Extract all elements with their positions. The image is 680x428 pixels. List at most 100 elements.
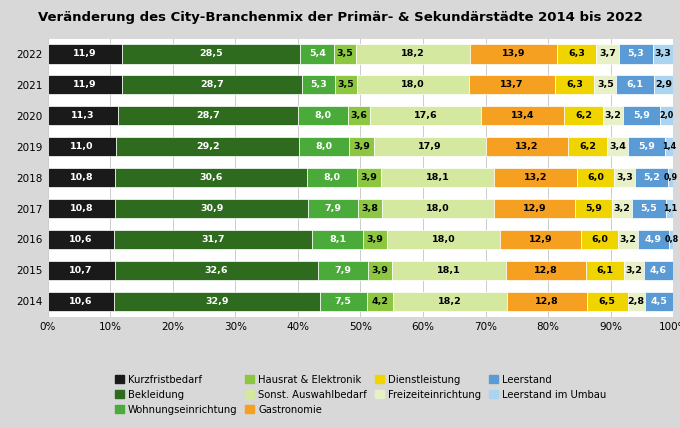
Bar bbox=[505, 261, 585, 280]
Bar bbox=[645, 292, 673, 311]
Text: 10,7: 10,7 bbox=[69, 266, 92, 275]
Text: 28,5: 28,5 bbox=[199, 50, 223, 59]
Text: 8,0: 8,0 bbox=[314, 111, 331, 120]
Text: 17,9: 17,9 bbox=[418, 142, 441, 151]
Text: 3,7: 3,7 bbox=[599, 50, 616, 59]
Text: 5,9: 5,9 bbox=[585, 204, 602, 213]
Bar bbox=[312, 230, 363, 249]
Bar bbox=[114, 292, 320, 311]
Text: 3,9: 3,9 bbox=[367, 235, 384, 244]
Text: 8,0: 8,0 bbox=[323, 173, 340, 182]
Text: 12,8: 12,8 bbox=[534, 266, 558, 275]
Text: 2,9: 2,9 bbox=[655, 80, 672, 89]
Bar bbox=[115, 199, 309, 218]
Text: 11,0: 11,0 bbox=[70, 142, 94, 151]
Bar bbox=[349, 137, 373, 156]
Text: 17,6: 17,6 bbox=[413, 111, 437, 120]
Text: 6,0: 6,0 bbox=[591, 235, 608, 244]
Bar bbox=[381, 199, 494, 218]
Text: 5,5: 5,5 bbox=[641, 204, 658, 213]
Text: 11,9: 11,9 bbox=[73, 50, 97, 59]
Text: 4,9: 4,9 bbox=[645, 235, 662, 244]
Bar bbox=[653, 45, 673, 63]
Text: 12,9: 12,9 bbox=[528, 235, 552, 244]
Text: 4,5: 4,5 bbox=[651, 297, 668, 306]
Text: 5,9: 5,9 bbox=[633, 111, 650, 120]
Bar bbox=[628, 137, 665, 156]
Bar bbox=[612, 199, 632, 218]
Bar bbox=[638, 230, 669, 249]
Bar bbox=[358, 199, 381, 218]
Text: 3,2: 3,2 bbox=[605, 111, 622, 120]
Text: 11,3: 11,3 bbox=[71, 111, 95, 120]
Bar bbox=[486, 137, 568, 156]
Text: 18,2: 18,2 bbox=[438, 297, 462, 306]
Text: 29,2: 29,2 bbox=[196, 142, 220, 151]
Text: 3,2: 3,2 bbox=[626, 266, 642, 275]
Bar bbox=[603, 106, 623, 125]
Bar bbox=[302, 75, 335, 95]
Text: 3,6: 3,6 bbox=[351, 111, 368, 120]
Text: 28,7: 28,7 bbox=[197, 111, 220, 120]
Text: 3,9: 3,9 bbox=[372, 266, 388, 275]
Bar bbox=[575, 199, 612, 218]
Text: 3,5: 3,5 bbox=[337, 50, 354, 59]
Text: 3,5: 3,5 bbox=[597, 80, 613, 89]
Text: 6,1: 6,1 bbox=[627, 80, 644, 89]
Bar bbox=[665, 137, 674, 156]
Bar bbox=[122, 75, 302, 95]
Text: 2,0: 2,0 bbox=[659, 111, 673, 120]
Text: 18,1: 18,1 bbox=[437, 266, 461, 275]
Text: 6,0: 6,0 bbox=[588, 173, 604, 182]
Text: 2,8: 2,8 bbox=[628, 297, 645, 306]
Text: 5,3: 5,3 bbox=[310, 80, 326, 89]
Text: 30,6: 30,6 bbox=[199, 173, 222, 182]
Bar bbox=[356, 168, 381, 187]
Text: 10,6: 10,6 bbox=[69, 297, 92, 306]
Bar bbox=[470, 45, 557, 63]
Bar bbox=[367, 292, 393, 311]
Text: 10,8: 10,8 bbox=[69, 173, 93, 182]
Text: 5,2: 5,2 bbox=[643, 173, 660, 182]
Bar bbox=[616, 75, 654, 95]
Text: 18,0: 18,0 bbox=[432, 235, 456, 244]
Text: 3,9: 3,9 bbox=[353, 142, 370, 151]
Text: 13,9: 13,9 bbox=[502, 50, 525, 59]
Bar bbox=[481, 106, 564, 125]
Bar bbox=[669, 230, 674, 249]
Bar bbox=[115, 168, 307, 187]
Text: 32,6: 32,6 bbox=[205, 266, 228, 275]
Text: 6,5: 6,5 bbox=[599, 297, 615, 306]
Bar bbox=[48, 261, 114, 280]
Bar bbox=[48, 75, 122, 95]
Text: 1,1: 1,1 bbox=[663, 204, 677, 213]
Bar bbox=[318, 261, 368, 280]
Bar bbox=[320, 292, 367, 311]
Text: 18,1: 18,1 bbox=[426, 173, 449, 182]
Text: 13,2: 13,2 bbox=[524, 173, 547, 182]
Text: 18,0: 18,0 bbox=[426, 204, 449, 213]
Text: 6,2: 6,2 bbox=[579, 142, 596, 151]
Text: 0,9: 0,9 bbox=[663, 173, 677, 182]
Bar bbox=[368, 261, 392, 280]
Text: 7,9: 7,9 bbox=[324, 204, 341, 213]
Bar bbox=[632, 199, 666, 218]
Text: 18,2: 18,2 bbox=[401, 50, 425, 59]
Bar bbox=[335, 75, 356, 95]
Bar bbox=[564, 106, 603, 125]
Text: 5,4: 5,4 bbox=[309, 50, 326, 59]
Bar bbox=[48, 292, 114, 311]
Bar bbox=[594, 75, 616, 95]
Bar bbox=[48, 230, 114, 249]
Text: 6,2: 6,2 bbox=[575, 111, 592, 120]
Bar bbox=[615, 168, 635, 187]
Bar bbox=[628, 292, 645, 311]
Bar bbox=[307, 168, 356, 187]
Bar bbox=[619, 45, 653, 63]
Bar bbox=[607, 137, 628, 156]
Bar bbox=[122, 45, 301, 63]
Bar bbox=[587, 292, 628, 311]
Text: Veränderung des City-Branchenmix der Primär- & Sekundärstädte 2014 bis 2022: Veränderung des City-Branchenmix der Pri… bbox=[37, 11, 643, 24]
Bar bbox=[348, 106, 371, 125]
Text: 0,8: 0,8 bbox=[664, 235, 679, 244]
